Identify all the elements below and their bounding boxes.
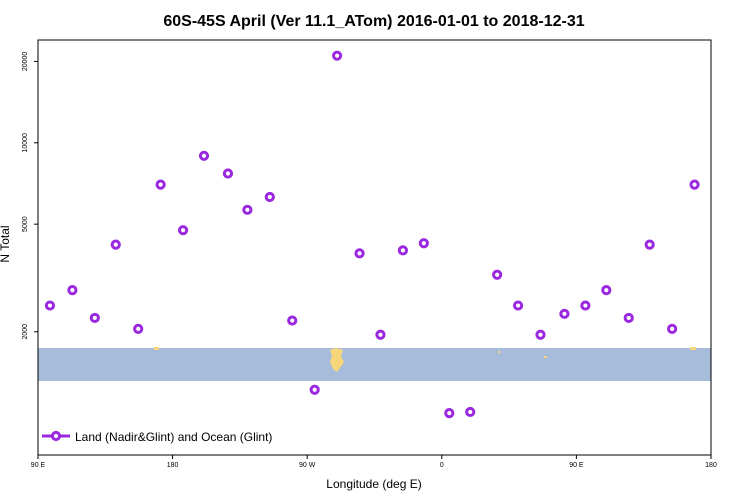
data-point: [601, 285, 612, 296]
latitude-band: [38, 348, 711, 381]
x-tick-label: 90 E: [31, 462, 46, 469]
data-point: [44, 300, 56, 311]
data-point: [67, 285, 78, 296]
data-point: [354, 248, 365, 259]
land-layer: [154, 347, 696, 372]
data-points: [44, 50, 700, 419]
land-new-zealand: [154, 347, 159, 350]
x-tick-label: 180: [167, 462, 179, 469]
legend-marker-swatch: [50, 430, 62, 442]
y-tick-label: 5000: [22, 216, 29, 232]
y-tick-label: 20000: [22, 52, 29, 72]
data-point: [535, 329, 546, 340]
data-point: [418, 238, 429, 249]
data-point: [222, 168, 234, 179]
data-point: [444, 408, 455, 419]
y-axis-ticks: 2000 5000 10000 20000: [22, 52, 38, 340]
data-point: [89, 312, 100, 324]
data-point: [287, 315, 298, 326]
y-tick-label: 2000: [22, 324, 29, 340]
data-point: [465, 406, 476, 418]
x-tick-label: 90 W: [299, 462, 316, 469]
plot-frame: [37, 39, 712, 456]
y-axis-label: N Total: [0, 225, 12, 262]
data-point: [667, 323, 678, 334]
legend: Land (Nadir&Glint) and Ocean (Glint): [42, 430, 272, 444]
chart-title: 60S-45S April (Ver 11.1_ATom) 2016-01-01…: [163, 13, 584, 30]
x-tick-label: 0: [440, 462, 444, 469]
data-point: [264, 191, 275, 203]
data-point: [623, 312, 634, 324]
x-tick-label: 180: [705, 462, 717, 469]
data-point: [242, 204, 253, 215]
data-point: [332, 50, 343, 61]
data-point: [397, 245, 409, 256]
data-point: [155, 179, 166, 190]
land-new-zealand-right: [690, 347, 696, 350]
data-point: [198, 150, 210, 161]
data-point: [580, 300, 591, 311]
x-tick-label: 90 E: [569, 462, 584, 469]
data-point: [375, 329, 386, 340]
data-point: [644, 239, 655, 250]
land-islet-small: [498, 351, 500, 353]
data-point: [512, 300, 524, 311]
data-point: [309, 384, 320, 395]
data-point: [689, 179, 700, 190]
data-point: [559, 308, 570, 319]
land-islet: [544, 356, 547, 358]
data-point: [133, 323, 144, 334]
legend-label: Land (Nadir&Glint) and Ocean (Glint): [75, 430, 272, 444]
x-axis-ticks: 90 E 180 90 W 0 90 E 180: [31, 455, 717, 469]
y-tick-label: 10000: [22, 133, 29, 153]
land-south-america: [330, 348, 344, 372]
data-point: [177, 225, 189, 236]
data-point: [492, 269, 503, 280]
data-point: [110, 239, 121, 250]
latitude-band-layer: [38, 348, 711, 381]
x-axis-label: Longitude (deg E): [326, 477, 421, 491]
